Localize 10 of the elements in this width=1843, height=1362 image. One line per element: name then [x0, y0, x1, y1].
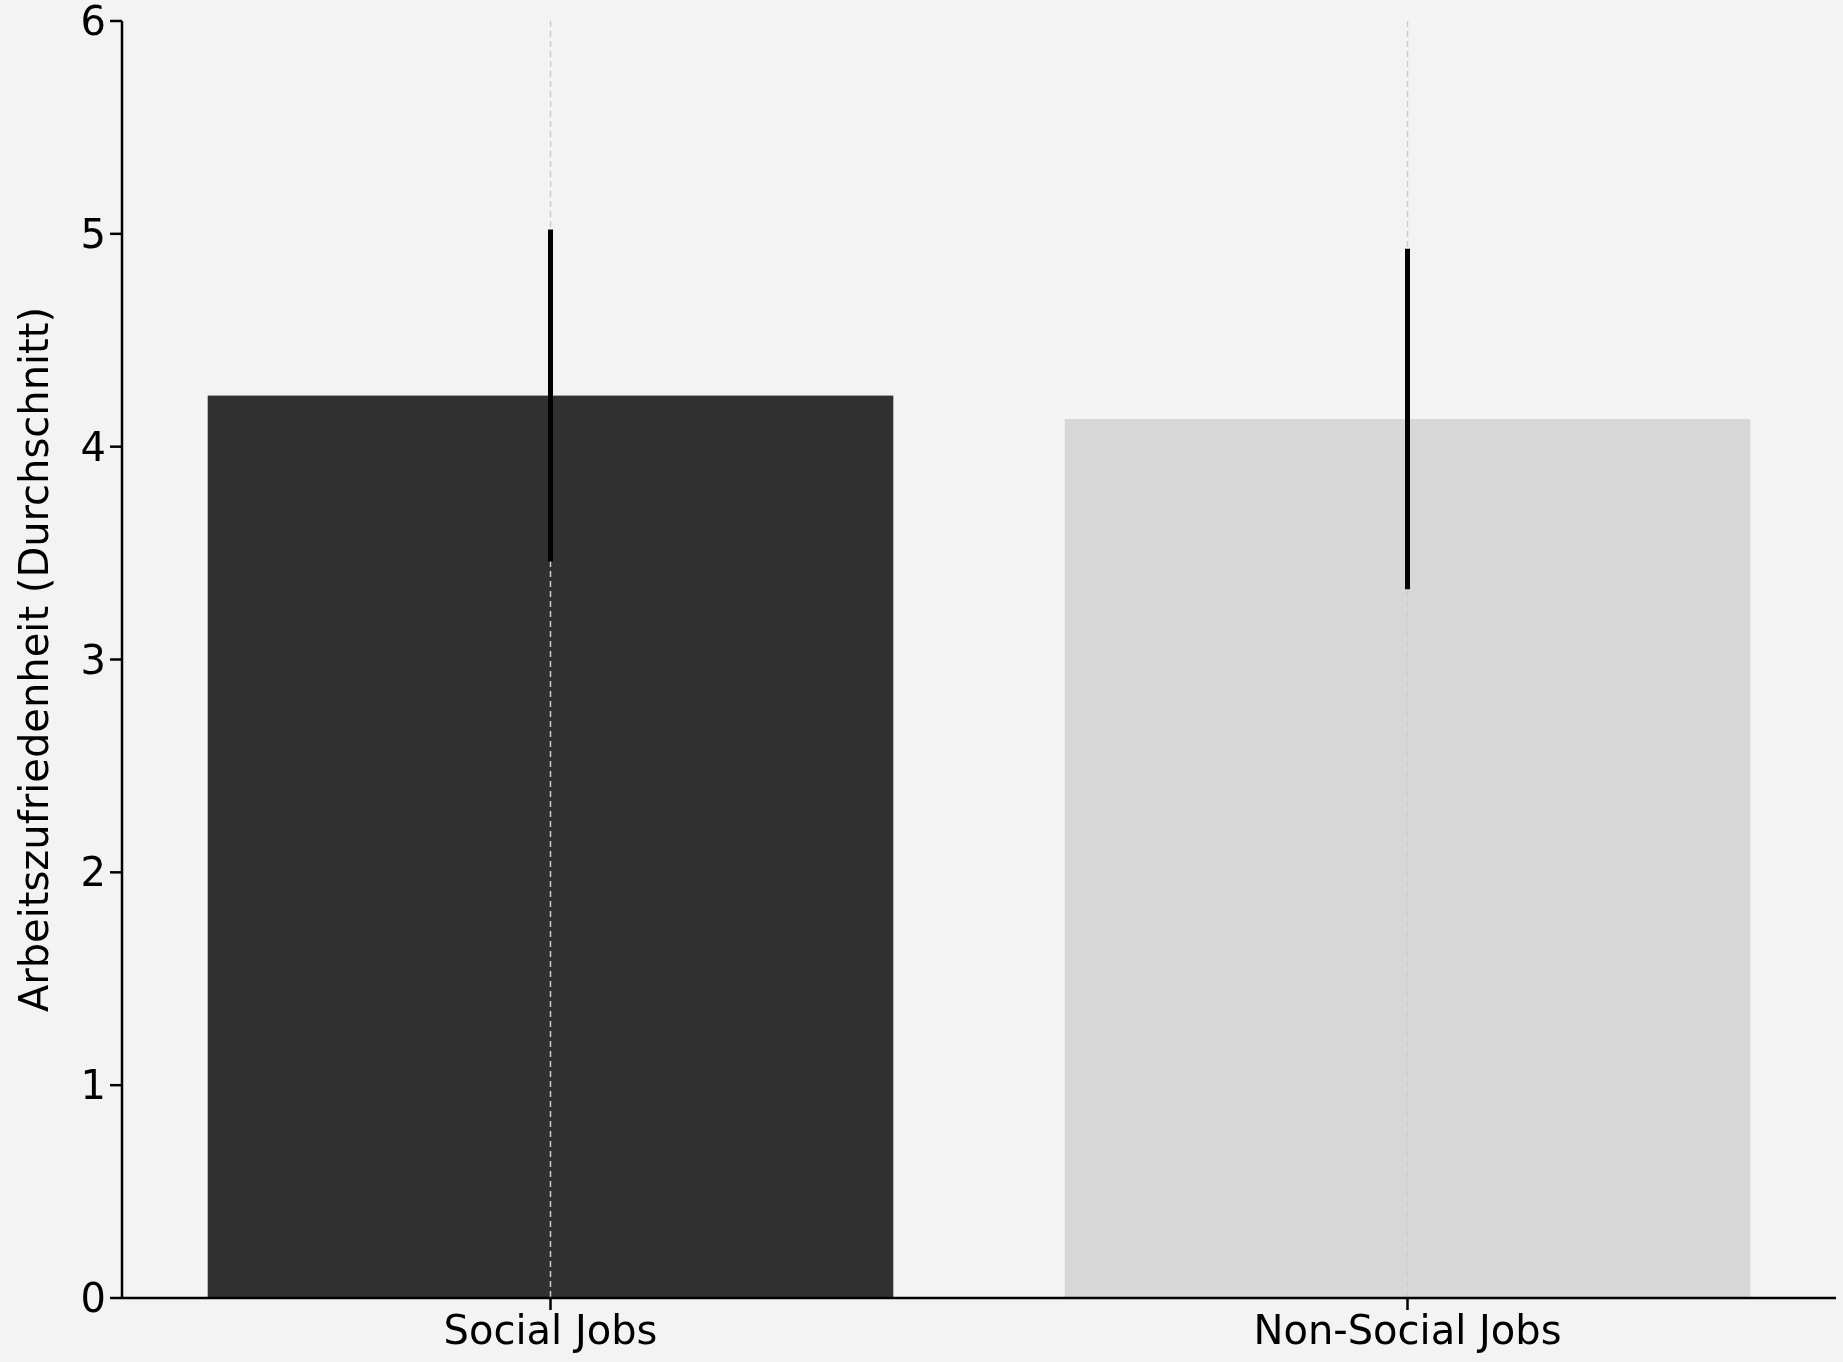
y-tick-label: 1	[80, 1062, 106, 1109]
y-tick-label: 4	[80, 423, 106, 470]
y-tick-label: 6	[80, 0, 106, 44]
y-tick-label: 3	[80, 636, 106, 683]
y-tick-label: 2	[80, 849, 106, 896]
y-tick-label: 0	[80, 1275, 106, 1321]
x-tick-label: Non-Social Jobs	[1253, 1307, 1562, 1353]
x-tick-label: Social Jobs	[443, 1307, 658, 1353]
y-tick-label: 5	[80, 210, 106, 257]
y-axis-title: Arbeitszufriedenheit (Durchschnitt)	[11, 306, 57, 1013]
